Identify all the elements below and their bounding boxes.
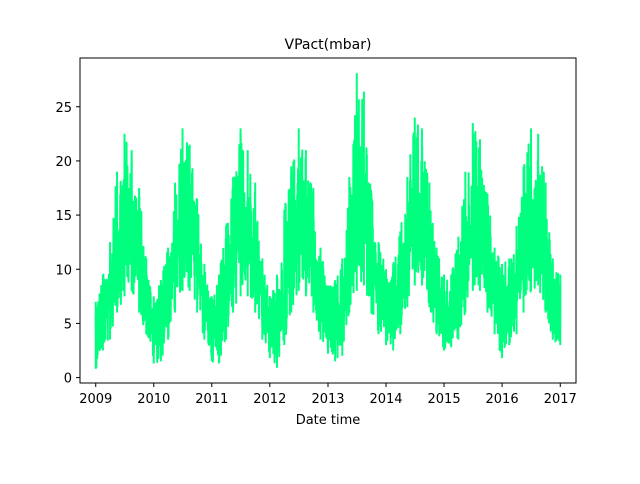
x-tick-label: 2013 xyxy=(311,392,344,407)
x-tick-label: 2017 xyxy=(544,392,577,407)
y-tick-label: 25 xyxy=(55,101,72,116)
x-axis-ticks: 2009 2010 2011 2012 2013 2014 2015 2016 2017 xyxy=(79,383,577,407)
x-tick-label: 2014 xyxy=(369,392,402,407)
y-tick-label: 20 xyxy=(55,155,72,170)
series-layer xyxy=(94,73,562,369)
y-axis-ticks: 0 5 10 15 20 25 xyxy=(55,101,80,387)
x-tick-label: 2015 xyxy=(428,392,461,407)
x-tick-label: 2012 xyxy=(253,392,286,407)
y-tick-label: 0 xyxy=(64,372,72,387)
y-tick-label: 10 xyxy=(55,263,72,278)
x-tick-label: 2016 xyxy=(486,392,519,407)
x-tick-label: 2010 xyxy=(137,392,170,407)
x-tick-label: 2009 xyxy=(79,392,112,407)
y-tick-label: 15 xyxy=(55,209,72,224)
x-axis-label: Date time xyxy=(296,413,361,428)
x-tick-label: 2011 xyxy=(195,392,228,407)
y-tick-label: 5 xyxy=(64,317,72,332)
chart-title: VPact(mbar) xyxy=(285,37,372,53)
